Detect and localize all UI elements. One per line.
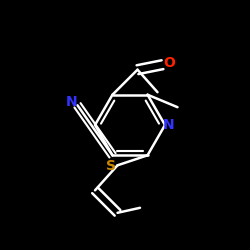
Text: S: S [106,159,116,173]
Text: N: N [66,94,78,108]
Text: N: N [163,118,174,132]
Text: O: O [163,56,175,70]
